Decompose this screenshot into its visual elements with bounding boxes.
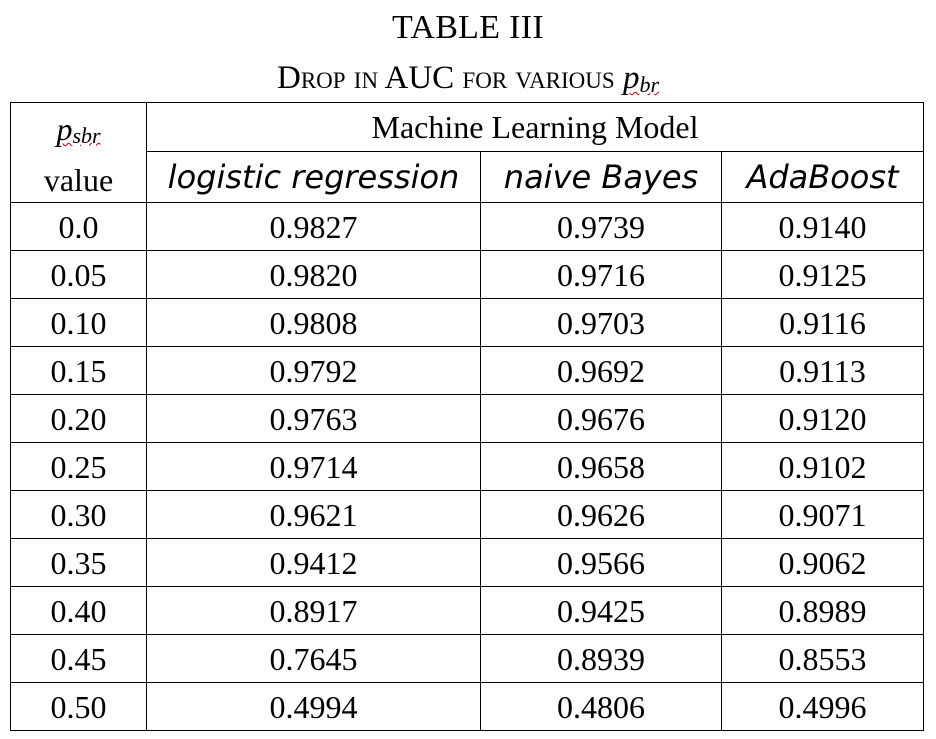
cell-adaboost: 0.9062 — [720, 538, 925, 587]
cell-adaboost: 0.8989 — [720, 586, 925, 635]
psbr-symbol: psbr — [56, 107, 100, 158]
psbr-symbol-sub: sbr — [72, 123, 101, 148]
cell-adaboost: 0.4996 — [720, 682, 925, 731]
table-row: 0.40 0.8917 0.9425 0.8989 — [10, 586, 925, 635]
cell-naive-bayes: 0.9566 — [480, 538, 722, 587]
cell-adaboost: 0.9125 — [720, 250, 925, 299]
cell-adaboost: 0.9116 — [720, 298, 925, 347]
table-row: 0.0 0.9827 0.9739 0.9140 — [10, 202, 925, 251]
table-title-text: Drop in AUC for various — [276, 60, 623, 96]
cell-adaboost: 0.9120 — [720, 394, 925, 443]
cell-adaboost: 0.8553 — [720, 634, 925, 683]
cell-logistic-regression: 0.8917 — [146, 586, 481, 635]
cell-psbr: 0.15 — [10, 346, 147, 395]
cell-psbr: 0.10 — [10, 298, 147, 347]
table-row: 0.50 0.4994 0.4806 0.4996 — [10, 682, 925, 731]
cell-psbr: 0.45 — [10, 634, 147, 683]
cell-logistic-regression: 0.9827 — [146, 202, 481, 251]
header-naive-bayes: naive Bayes — [480, 150, 722, 204]
header-adaboost: AdaBoost — [720, 150, 925, 204]
cell-logistic-regression: 0.9808 — [146, 298, 481, 347]
header-model-group: Machine Learning Model — [145, 102, 925, 152]
cell-naive-bayes: 0.9739 — [480, 202, 722, 251]
header-psbr-cell: psbr value — [10, 102, 147, 203]
cell-logistic-regression: 0.4994 — [146, 682, 481, 731]
cell-naive-bayes: 0.9658 — [480, 442, 722, 491]
cell-logistic-regression: 0.9714 — [146, 442, 481, 491]
table-row: 0.15 0.9792 0.9692 0.9113 — [10, 346, 925, 395]
cell-adaboost: 0.9140 — [720, 202, 925, 251]
cell-logistic-regression: 0.9763 — [146, 394, 481, 443]
table-title-variable-sub: br — [639, 72, 660, 97]
cell-naive-bayes: 0.9716 — [480, 250, 722, 299]
cell-naive-bayes: 0.8939 — [480, 634, 722, 683]
table-row: 0.45 0.7645 0.8939 0.8553 — [10, 634, 925, 683]
header-logistic-regression: logistic regression — [146, 150, 481, 204]
cell-psbr: 0.35 — [10, 538, 147, 587]
cell-psbr: 0.40 — [10, 586, 147, 635]
auc-table: psbr value Machine Learning Model logist… — [10, 102, 925, 731]
cell-logistic-regression: 0.9412 — [146, 538, 481, 587]
table-row: 0.05 0.9820 0.9716 0.9125 — [10, 250, 925, 299]
cell-adaboost: 0.9113 — [720, 346, 925, 395]
cell-psbr: 0.0 — [10, 202, 147, 251]
psbr-value-label: value — [43, 162, 114, 198]
table-row: 0.20 0.9763 0.9676 0.9120 — [10, 394, 925, 443]
table-label: TABLE III — [392, 9, 544, 46]
header-row-models: logistic regression naive Bayes AdaBoost — [11, 150, 925, 204]
cell-naive-bayes: 0.9425 — [480, 586, 722, 635]
cell-psbr: 0.05 — [10, 250, 147, 299]
cell-logistic-regression: 0.7645 — [146, 634, 481, 683]
psbr-symbol-main: p — [56, 111, 73, 147]
cell-naive-bayes: 0.9626 — [480, 490, 722, 539]
table-row: 0.30 0.9621 0.9626 0.9071 — [10, 490, 925, 539]
header-row-group: psbr value Machine Learning Model — [10, 102, 925, 203]
cell-naive-bayes: 0.9703 — [480, 298, 722, 347]
cell-psbr: 0.25 — [10, 442, 147, 491]
cell-logistic-regression: 0.9792 — [146, 346, 481, 395]
table-row: 0.35 0.9412 0.9566 0.9062 — [10, 538, 925, 587]
cell-psbr: 0.50 — [10, 682, 147, 731]
table-title-variable: pbr — [622, 60, 660, 97]
table-title-variable-main: p — [622, 60, 640, 96]
cell-adaboost: 0.9102 — [720, 442, 925, 491]
cell-adaboost: 0.9071 — [720, 490, 925, 539]
cell-naive-bayes: 0.9676 — [480, 394, 722, 443]
cell-naive-bayes: 0.9692 — [480, 346, 722, 395]
cell-logistic-regression: 0.9820 — [146, 250, 481, 299]
cell-psbr: 0.30 — [10, 490, 147, 539]
table-title: Drop in AUC for various pbr — [0, 56, 936, 107]
table-row: 0.25 0.9714 0.9658 0.9102 — [10, 442, 925, 491]
cell-naive-bayes: 0.4806 — [480, 682, 722, 731]
cell-psbr: 0.20 — [10, 394, 147, 443]
table-row: 0.10 0.9808 0.9703 0.9116 — [10, 298, 925, 347]
cell-logistic-regression: 0.9621 — [146, 490, 481, 539]
